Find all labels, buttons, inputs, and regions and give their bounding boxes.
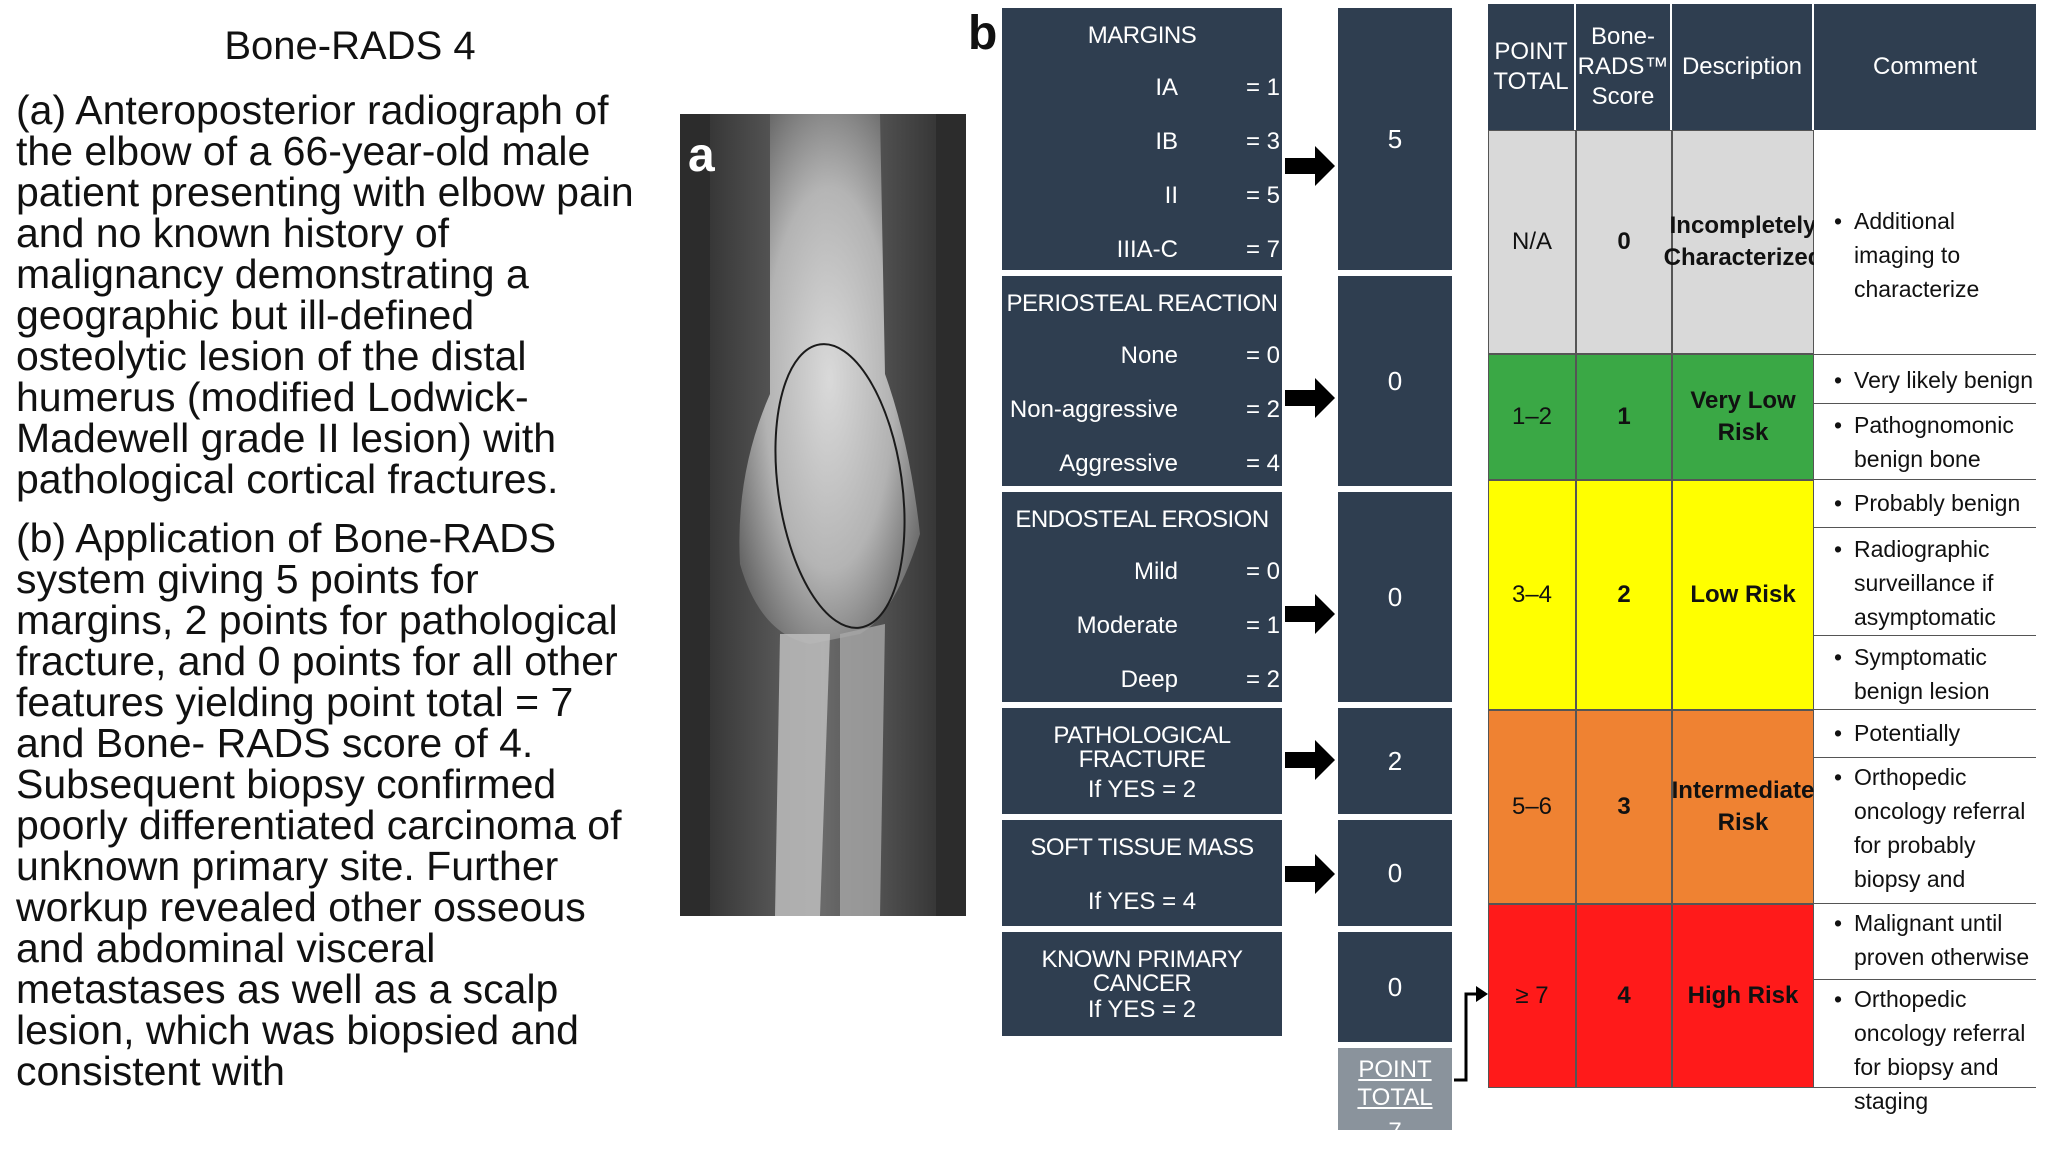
point-total-label: POINT TOTAL <box>1357 1056 1433 1111</box>
header-point-total: POINT TOTAL <box>1488 4 1574 130</box>
points-soft-tissue-mass: 0 <box>1338 820 1452 926</box>
points-endosteal-erosion: 0 <box>1338 492 1452 702</box>
option-label: IIIA-C <box>1116 236 1178 263</box>
option-label: If YES = 4 <box>1087 888 1197 915</box>
slide-title: Bone-RADS 4 <box>224 24 476 68</box>
category-title: SOFT TISSUE MASS <box>1030 834 1254 861</box>
arrow-right-icon <box>1285 740 1335 780</box>
cell-score: 3 <box>1576 710 1672 904</box>
panel-a-label: a <box>688 129 715 182</box>
option-label: IB <box>1155 128 1178 155</box>
comment-item: Symptomatic benign lesion may be treated <box>1814 636 2036 738</box>
caption-a: (a) Anteroposterior radiograph of the el… <box>16 87 634 502</box>
arrow-right-icon <box>1285 854 1335 894</box>
comment-item: Orthopedic oncology referral for biopsy … <box>1814 980 2036 1114</box>
points-margins: 5 <box>1338 8 1452 270</box>
option-label: Aggressive <box>1059 450 1178 477</box>
category-margins: MARGINS IA = 1 IB = 3 II = 5 IIIA-C = 7 <box>1002 8 1282 270</box>
category-endosteal-erosion: ENDOSTEAL EROSION Mild = 0 Moderate = 1 … <box>1002 492 1282 702</box>
point-total-box: POINT TOTAL 7 <box>1338 1048 1452 1145</box>
option-value: = 1 <box>1246 612 1281 639</box>
caption-b: (b) Application of Bone-RADS system givi… <box>16 515 622 1094</box>
category-pathological-fracture: PATHOLOGICAL FRACTURE If YES = 2 <box>1002 708 1282 814</box>
arrow-right-icon <box>1285 594 1335 634</box>
cell-score: 1 <box>1576 354 1672 480</box>
cell-total: 5–6 <box>1488 710 1576 904</box>
category-periosteal-reaction: PERIOSTEAL REACTION None = 0 Non-aggress… <box>1002 276 1282 486</box>
cell-total: ≥ 7 <box>1488 904 1576 1088</box>
cell-description: Incompletely Characterized <box>1664 130 1822 354</box>
cell-description: Very Low Risk <box>1672 354 1814 480</box>
point-total-value: 7 <box>1388 1118 1402 1145</box>
option-value: = 2 <box>1246 396 1281 423</box>
category-soft-tissue-mass: SOFT TISSUE MASS If YES = 4 <box>1002 820 1282 926</box>
cell-score: 0 <box>1576 130 1672 354</box>
arrow-right-icon <box>1285 378 1335 418</box>
option-value: = 3 <box>1246 128 1281 155</box>
connector-arrow-icon <box>1454 986 1488 1082</box>
option-label: IA <box>1155 74 1178 101</box>
option-label: II <box>1164 182 1178 209</box>
points-periosteal-reaction: 0 <box>1338 276 1452 486</box>
cell-description: High Risk <box>1672 904 1814 1088</box>
cell-total: N/A <box>1488 130 1576 354</box>
category-known-primary-cancer: KNOWN PRIMARY CANCER If YES = 2 <box>1002 932 1282 1036</box>
category-title: PERIOSTEAL REACTION <box>1006 290 1279 317</box>
option-label: Mild <box>1133 558 1178 585</box>
bone-rads-table: POINT TOTAL Bone-RADS™ Score Description… <box>1488 4 2036 1114</box>
header-comment: Comment <box>1814 4 2036 130</box>
category-title: MARGINS <box>1087 22 1197 49</box>
option-label: None <box>1120 342 1178 369</box>
option-label: Moderate <box>1076 612 1178 639</box>
category-title: ENDOSTEAL EROSION <box>1015 506 1269 533</box>
comment-item: Probably benign <box>1814 480 2036 528</box>
option-value: = 0 <box>1246 342 1281 369</box>
header-score: Bone-RADS™ Score <box>1576 4 1670 130</box>
figure-caption: (a) Anteroposterior radiograph of the el… <box>16 90 646 1110</box>
option-label: If YES = 2 <box>1087 776 1197 803</box>
cell-description: Low Risk <box>1672 480 1814 710</box>
panel-b-label: b <box>968 7 998 60</box>
category-title: KNOWN PRIMARY CANCER <box>1041 946 1243 997</box>
option-label: Deep <box>1120 666 1178 693</box>
elbow-radiograph <box>680 114 966 916</box>
comment-item: Pathognomonic benign bone lesion <box>1814 404 2036 506</box>
option-value: = 4 <box>1246 450 1281 477</box>
comment-item: Radiographic surveillance if asymptomati… <box>1814 528 2036 636</box>
cell-description: Intermediate Risk <box>1672 710 1814 904</box>
points-known-primary-cancer: 0 <box>1338 932 1452 1042</box>
cell-score: 2 <box>1576 480 1672 710</box>
comment-item: Orthopedic oncology referral for probabl… <box>1814 758 2036 960</box>
cell-total: 1–2 <box>1488 354 1576 480</box>
option-value: = 0 <box>1246 558 1281 585</box>
category-title: PATHOLOGICAL FRACTURE <box>1053 722 1231 773</box>
points-pathological-fracture: 2 <box>1338 708 1452 814</box>
comment-item: Additional imaging to characterize <box>1814 204 2036 354</box>
header-description: Description <box>1672 4 1812 130</box>
cell-score: 4 <box>1576 904 1672 1088</box>
radiograph-image <box>680 114 966 916</box>
comment-item: Potentially malignant <box>1814 710 2036 780</box>
comment-item: Very likely benign <box>1814 354 2036 404</box>
cell-total: 3–4 <box>1488 480 1576 710</box>
option-label: Non-aggressive <box>1009 396 1178 423</box>
option-value: = 1 <box>1246 74 1281 101</box>
option-value: = 7 <box>1246 236 1281 263</box>
option-value: = 5 <box>1246 182 1281 209</box>
arrow-right-icon <box>1285 146 1335 186</box>
comment-item: Malignant until proven otherwise <box>1814 904 2036 980</box>
option-label: If YES = 2 <box>1087 996 1197 1023</box>
option-value: = 2 <box>1246 666 1281 693</box>
